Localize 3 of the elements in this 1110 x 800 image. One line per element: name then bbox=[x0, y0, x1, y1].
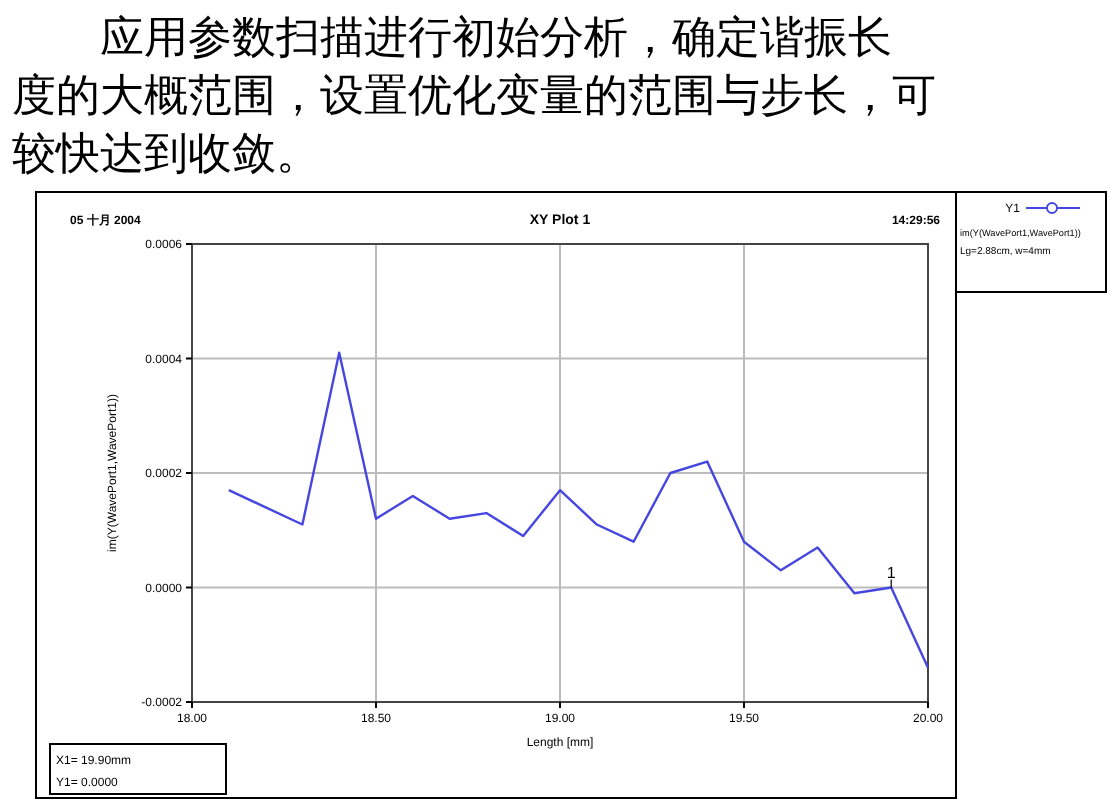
annotation: 1 bbox=[886, 563, 897, 582]
chart-title: 应用参数扫描进行初始分析，确定谐振长度的大概范围，设置优化变量的范围与步长，可较快达到收敛。 bbox=[12, 12, 936, 178]
line-series bbox=[227, 351, 930, 669]
